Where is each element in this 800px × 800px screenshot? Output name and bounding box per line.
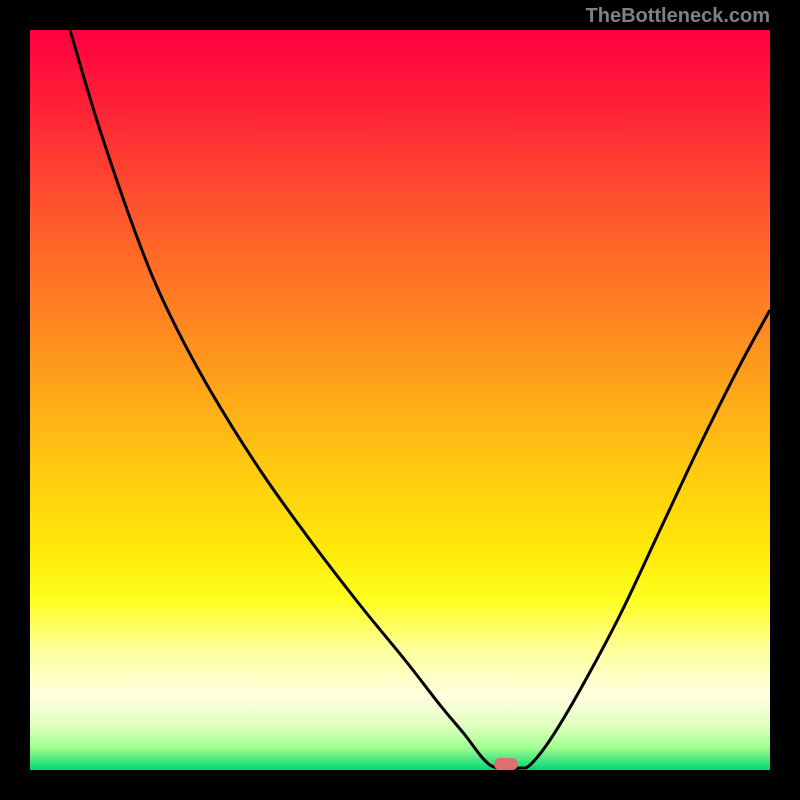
watermark-text: TheBottleneck.com bbox=[586, 5, 770, 28]
bottleneck-curve-line bbox=[30, 30, 770, 770]
optimum-marker bbox=[494, 758, 518, 770]
bottleneck-chart bbox=[30, 30, 770, 770]
